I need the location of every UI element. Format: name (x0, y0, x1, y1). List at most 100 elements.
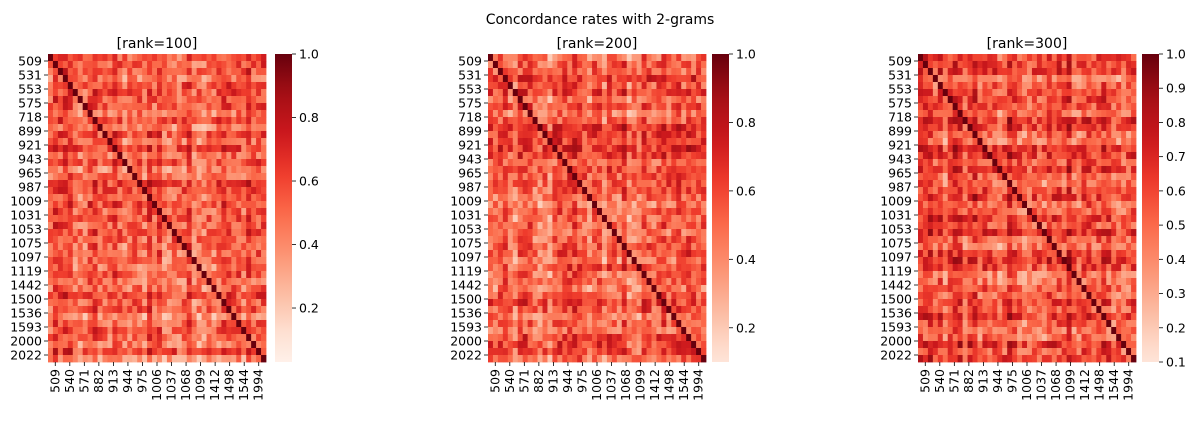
heatmap-cell (577, 54, 582, 61)
heatmap-cell (83, 152, 88, 159)
heatmap-cell (241, 257, 246, 264)
heatmap-cell (642, 103, 647, 110)
heatmap-cell (691, 61, 696, 68)
heatmap-cell (98, 348, 103, 355)
heatmap-cell (226, 292, 231, 299)
heatmap-cell (172, 138, 177, 145)
heatmap-cell (216, 68, 221, 75)
heatmap-cell (152, 236, 157, 243)
heatmap-cell (666, 299, 671, 306)
heatmap-cell (533, 152, 538, 159)
heatmap-cell (666, 222, 671, 229)
heatmap-cell (207, 138, 212, 145)
heatmap-cell (488, 187, 493, 194)
heatmap-cell (182, 187, 187, 194)
heatmap-cell (93, 187, 98, 194)
heatmap-cell (157, 117, 162, 124)
heatmap-cell (533, 243, 538, 250)
heatmap-cell (587, 103, 592, 110)
heatmap-cell (963, 173, 968, 180)
heatmap-cell (617, 110, 622, 117)
heatmap-cell (508, 82, 513, 89)
heatmap-cell (78, 341, 83, 348)
heatmap-cell (88, 194, 93, 201)
heatmap-cell (192, 82, 197, 89)
heatmap-cell (226, 152, 231, 159)
heatmap-cell (652, 313, 657, 320)
heatmap-cell (592, 222, 597, 229)
heatmap-cell (498, 201, 503, 208)
heatmap-cell (83, 173, 88, 180)
heatmap-cell (68, 187, 73, 194)
heatmap-cell (597, 201, 602, 208)
heatmap-cell (642, 271, 647, 278)
heatmap-cell (661, 320, 666, 327)
heatmap-cell (73, 131, 78, 138)
heatmap-cell (503, 327, 508, 334)
heatmap-cell (157, 138, 162, 145)
heatmap-cell (627, 208, 632, 215)
heatmap-cell (958, 152, 963, 159)
heatmap-cell (627, 110, 632, 117)
heatmap-cell (538, 355, 543, 362)
heatmap-cell (212, 264, 217, 271)
heatmap-cell (661, 110, 666, 117)
heatmap-cell (137, 215, 142, 222)
heatmap-cell (587, 208, 592, 215)
heatmap-cell (1126, 117, 1131, 124)
heatmap-cell (68, 355, 73, 362)
heatmap-cell (152, 292, 157, 299)
heatmap-cell (607, 75, 612, 82)
heatmap-cell (691, 285, 696, 292)
heatmap-cell (236, 208, 241, 215)
heatmap-cell (997, 103, 1002, 110)
heatmap-cell (498, 292, 503, 299)
heatmap-cell (137, 89, 142, 96)
heatmap-cell (666, 89, 671, 96)
heatmap-cell (701, 110, 706, 117)
heatmap-cell (533, 208, 538, 215)
heatmap-cell (1126, 103, 1131, 110)
heatmap-cell (562, 180, 567, 187)
heatmap-cell (701, 236, 706, 243)
heatmap-cell (1116, 194, 1121, 201)
heatmap-cell (661, 187, 666, 194)
y-tick-label: 2000 (450, 334, 482, 349)
heatmap-cell (73, 215, 78, 222)
heatmap-cell (93, 250, 98, 257)
heatmap-cell (498, 264, 503, 271)
heatmap-cell (1062, 68, 1067, 75)
heatmap-cell (997, 145, 1002, 152)
heatmap-cell (508, 96, 513, 103)
heatmap-cell (701, 327, 706, 334)
heatmap-cell (202, 215, 207, 222)
heatmap-cell (656, 341, 661, 348)
heatmap-cell (543, 103, 548, 110)
heatmap-cell (933, 89, 938, 96)
heatmap-cell (1007, 194, 1012, 201)
heatmap-cell (226, 180, 231, 187)
heatmap-cell (226, 68, 231, 75)
heatmap-cell (231, 348, 236, 355)
heatmap-cell (503, 257, 508, 264)
heatmap-cell (676, 348, 681, 355)
heatmap-cell (562, 348, 567, 355)
heatmap-cell (187, 320, 192, 327)
heatmap-cell (68, 243, 73, 250)
heatmap-cell (1077, 194, 1082, 201)
heatmap-cell (562, 124, 567, 131)
heatmap-cell (513, 201, 518, 208)
heatmap-cell (1042, 89, 1047, 96)
heatmap-cell (973, 173, 978, 180)
heatmap-cell (231, 145, 236, 152)
heatmap-cell (977, 152, 982, 159)
heatmap-cell (523, 145, 528, 152)
heatmap-cell (602, 194, 607, 201)
heatmap-cell (508, 250, 513, 257)
heatmap-cell (88, 285, 93, 292)
heatmap-cell (987, 75, 992, 82)
heatmap-cell (246, 278, 251, 285)
heatmap-cell (592, 201, 597, 208)
heatmap-cell (982, 187, 987, 194)
heatmap-cell (157, 327, 162, 334)
